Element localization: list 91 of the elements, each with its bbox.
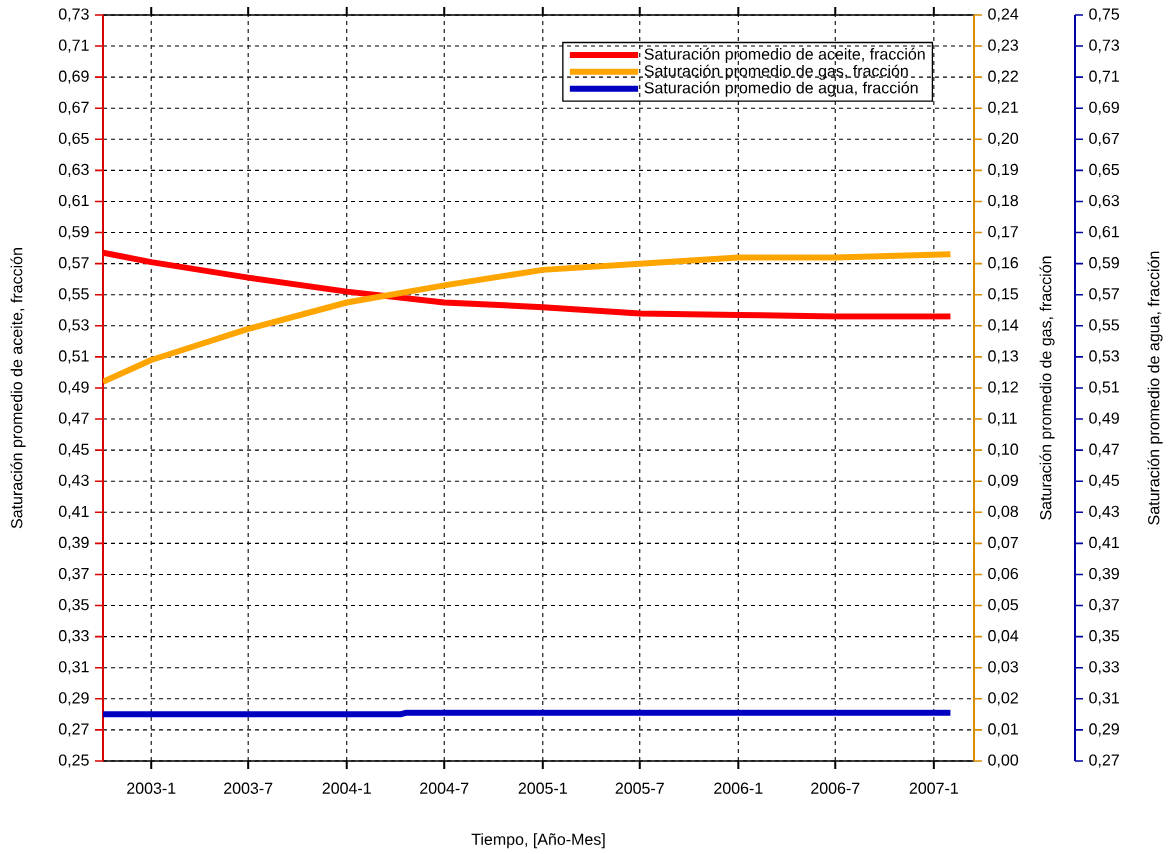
legend-label: Saturación promedio de aceite, fracción xyxy=(644,48,925,64)
y2-tick-label: 0,10 xyxy=(988,443,1019,458)
y2-tick-label: 0,05 xyxy=(988,599,1019,613)
y-tick-label: 0,49 xyxy=(58,381,89,395)
y3-tick-label: 0,73 xyxy=(1089,39,1120,53)
y2-tick-label: 0,02 xyxy=(988,692,1018,706)
y-tick-label: 0,41 xyxy=(58,505,89,520)
y3-tick-label: 0,33 xyxy=(1089,661,1120,675)
y-tick-label: 0,73 xyxy=(58,8,89,22)
y2-tick-label: 0,13 xyxy=(988,350,1019,364)
y2-tick-label: 0,14 xyxy=(988,319,1019,333)
y3-tick-label: 0,51 xyxy=(1089,381,1119,395)
y3-tick-label: 0,57 xyxy=(1089,288,1119,302)
y3-tick-label: 0,59 xyxy=(1089,257,1119,271)
y-tick-label: 0,45 xyxy=(58,443,89,458)
y3-tick-label: 0,67 xyxy=(1089,132,1119,147)
y2-tick-label: 0,20 xyxy=(988,132,1019,147)
y3-axis-title: Saturación promedio de agua, fracción xyxy=(1147,251,1163,525)
y2-tick-label: 0,21 xyxy=(988,101,1018,116)
y-tick-label: 0,67 xyxy=(58,101,89,116)
x-axis-title: Tiempo, [Año-Mes] xyxy=(471,833,605,849)
y-tick-label: 0,59 xyxy=(58,226,89,240)
y-tick-label: 0,37 xyxy=(58,568,89,582)
y3-tick-label: 0,47 xyxy=(1089,443,1119,458)
y2-tick-label: 0,04 xyxy=(988,630,1019,644)
y-tick-label: 0,53 xyxy=(58,319,89,333)
y-tick-label: 0,31 xyxy=(58,661,89,675)
y2-tick-label: 0,09 xyxy=(988,474,1018,489)
y-tick-label: 0,65 xyxy=(58,132,89,147)
y3-tick-label: 0,27 xyxy=(1089,754,1119,768)
y-tick-label: 0,47 xyxy=(58,412,89,426)
x-tick-label: 2006-7 xyxy=(811,782,860,795)
y2-tick-label: 0,24 xyxy=(988,8,1019,22)
y-tick-label: 0,57 xyxy=(58,257,89,271)
legend-label: Saturación promedio de agua, fracción xyxy=(644,81,918,97)
y3-tick-label: 0,63 xyxy=(1089,195,1120,209)
y3-tick-label: 0,71 xyxy=(1089,70,1119,85)
y2-tick-label: 0,17 xyxy=(988,226,1018,240)
x-tick-label: 2005-1 xyxy=(518,782,567,795)
x-tick-label: 2003-7 xyxy=(224,782,273,795)
x-tick-label: 2007-1 xyxy=(909,782,958,795)
y-tick-label: 0,29 xyxy=(58,692,89,706)
y3-tick-label: 0,39 xyxy=(1089,568,1119,582)
y-tick-label: 0,43 xyxy=(58,474,89,489)
x-tick-label: 2004-1 xyxy=(322,782,371,795)
y2-tick-label: 0,03 xyxy=(988,661,1019,675)
y3-tick-label: 0,37 xyxy=(1089,599,1119,613)
x-tick-label: 2006-1 xyxy=(714,782,763,795)
legend-label: Saturación promedio de gas, fracción xyxy=(644,64,908,81)
y2-tick-label: 0,15 xyxy=(988,288,1019,302)
y3-tick-label: 0,65 xyxy=(1089,164,1120,178)
y2-tick-label: 0,16 xyxy=(988,257,1019,271)
y2-tick-label: 0,01 xyxy=(988,723,1018,737)
y2-tick-label: 0,07 xyxy=(988,537,1018,551)
y3-tick-label: 0,35 xyxy=(1089,630,1120,644)
y3-tick-label: 0,29 xyxy=(1089,723,1119,737)
y3-tick-label: 0,31 xyxy=(1089,692,1119,706)
y2-tick-label: 0,06 xyxy=(988,568,1019,582)
y-tick-label: 0,61 xyxy=(58,195,89,209)
y-tick-label: 0,55 xyxy=(58,288,89,302)
y3-tick-label: 0,75 xyxy=(1089,8,1120,22)
y2-tick-label: 0,18 xyxy=(988,195,1019,209)
y2-tick-label: 0,08 xyxy=(988,505,1019,520)
y-tick-label: 0,25 xyxy=(58,754,89,768)
y2-tick-label: 0,12 xyxy=(988,381,1018,395)
y2-tick-label: 0,19 xyxy=(988,164,1018,178)
x-tick-label: 2005-7 xyxy=(615,782,664,795)
y3-tick-label: 0,43 xyxy=(1089,505,1120,520)
y2-tick-label: 0,00 xyxy=(988,754,1019,768)
y2-tick-label: 0,11 xyxy=(988,412,1017,426)
y3-tick-label: 0,45 xyxy=(1089,474,1120,489)
y-axis-title: Saturación promedio de aceite, fracción xyxy=(10,248,26,529)
x-tick-label: 2004-7 xyxy=(420,782,469,795)
y2-tick-label: 0,23 xyxy=(988,39,1019,53)
y2-axis-title: Saturación promedio de gas, fracción xyxy=(1039,256,1055,521)
y-tick-label: 0,33 xyxy=(58,630,89,644)
y3-tick-label: 0,61 xyxy=(1089,226,1119,240)
y3-tick-label: 0,41 xyxy=(1089,537,1119,551)
y3-tick-label: 0,49 xyxy=(1089,412,1119,426)
y3-tick-label: 0,69 xyxy=(1089,101,1119,116)
y-tick-label: 0,35 xyxy=(58,599,89,613)
y-tick-label: 0,51 xyxy=(58,350,89,364)
y-tick-label: 0,27 xyxy=(58,723,89,737)
y-tick-label: 0,69 xyxy=(58,70,89,85)
y-tick-label: 0,71 xyxy=(58,39,89,53)
y3-tick-label: 0,55 xyxy=(1089,319,1120,333)
y-tick-label: 0,39 xyxy=(58,537,89,551)
y2-tick-label: 0,22 xyxy=(988,70,1018,85)
x-tick-label: 2003-1 xyxy=(127,782,176,795)
y3-tick-label: 0,53 xyxy=(1089,350,1120,364)
y-tick-label: 0,63 xyxy=(58,164,89,178)
